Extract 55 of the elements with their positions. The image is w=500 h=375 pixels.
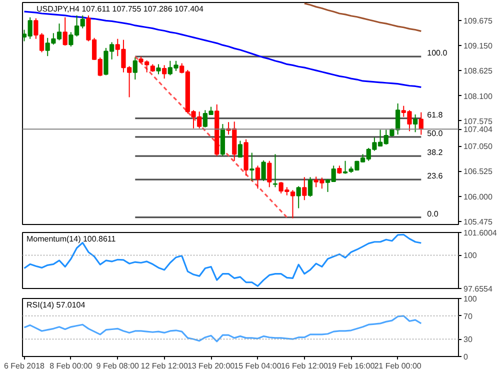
y-tick-label: 109.675 — [464, 16, 493, 26]
series-label: 38.2 — [427, 148, 444, 158]
line-series — [304, 2, 422, 32]
candlestick — [132, 57, 138, 80]
x-tick-label: 9 Feb 08:00 — [96, 362, 140, 370]
x-tick-label: 15 Feb 04:00 — [234, 362, 282, 370]
y-tick-label: 107.404 — [464, 125, 493, 134]
series-label: 0.0 — [427, 209, 439, 218]
chart-title: USDJPY,H4 107.611 107.755 107.286 107.404 — [36, 4, 204, 14]
x-tick-label: 13 Feb 20:00 — [187, 362, 236, 370]
candlestick — [162, 64, 167, 80]
y-tick-label: 97.6554 — [464, 284, 493, 294]
candlestick — [156, 64, 161, 75]
line-series — [23, 10, 422, 88]
candlestick — [255, 165, 260, 190]
candlestick — [413, 114, 418, 133]
series-label: 61.8 — [427, 110, 444, 120]
chart-title: Momentum(14) 100.8611 — [26, 234, 116, 244]
series-label: 100.0 — [427, 48, 448, 58]
series-label: 50.0 — [427, 128, 444, 138]
x-tick-label: 6 Feb 2018 — [4, 362, 46, 370]
x-tick-label: 21 Feb 00:00 — [374, 362, 422, 370]
y-tick-label: 109.150 — [464, 42, 493, 51]
y-tick-label: 106.525 — [464, 167, 493, 176]
candlestick — [62, 16, 68, 46]
x-tick-label: 8 Feb 00:00 — [50, 362, 93, 370]
y-tick-label: 101.6004 — [464, 228, 498, 238]
candlestick — [238, 140, 243, 158]
y-tick-label: 70 — [464, 312, 473, 321]
y-tick-label: 100 — [464, 294, 478, 304]
candlestick — [267, 160, 272, 188]
candlestick — [302, 176, 307, 201]
y-tick-label: 108.625 — [464, 66, 493, 76]
y-tick-label: 107.050 — [464, 142, 493, 152]
y-tick-label: 105.475 — [464, 217, 493, 226]
candlestick — [308, 176, 313, 198]
y-tick-label: 30 — [464, 335, 473, 344]
candlestick — [261, 160, 266, 182]
x-tick-label: 16 Feb 12:00 — [280, 362, 329, 370]
candlestick — [250, 152, 254, 182]
y-tick-label: 100 — [464, 251, 478, 260]
candlestick — [272, 154, 278, 188]
candlestick — [296, 186, 301, 209]
line-series — [23, 234, 422, 287]
x-tick-label: 19 Feb 16:00 — [328, 362, 376, 370]
y-tick-label: 0 — [464, 352, 468, 362]
line-series — [134, 56, 288, 218]
candlestick — [418, 112, 424, 136]
y-tick-label: 107.575 — [464, 116, 493, 126]
chart-title: RSI(14) 57.0104 — [26, 300, 86, 310]
y-tick-label: 106.000 — [464, 192, 493, 202]
series-label: 23.6 — [427, 172, 444, 181]
y-tick-label: 108.100 — [464, 92, 493, 101]
line-series — [23, 315, 422, 342]
x-tick-label: 12 Feb 12:00 — [140, 362, 188, 370]
